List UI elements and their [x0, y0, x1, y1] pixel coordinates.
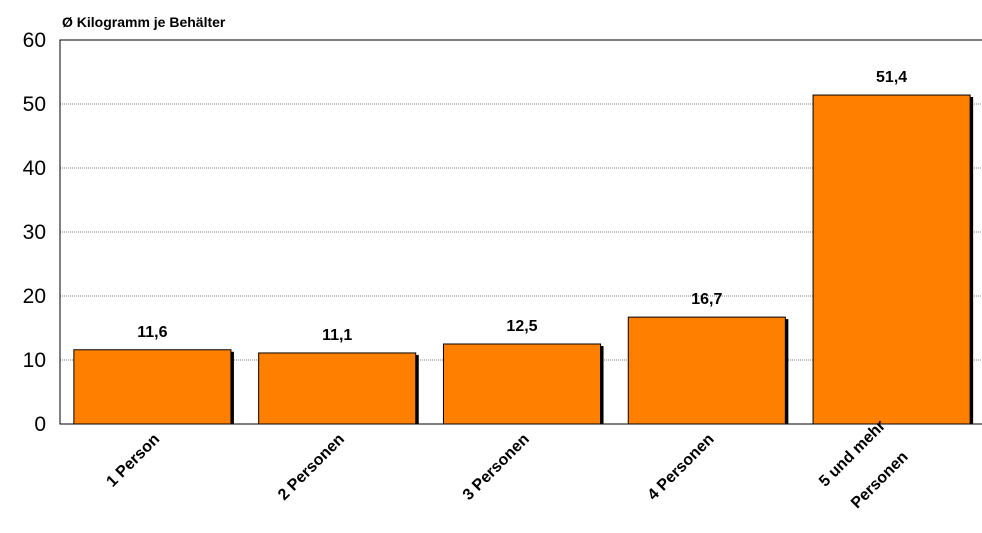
data-labels: 11,6 11,1 12,5 16,7 51,4	[137, 69, 907, 344]
data-label: 16,7	[691, 291, 722, 308]
data-label: 11,6	[137, 324, 167, 341]
bars	[73, 94, 974, 425]
bar	[812, 94, 971, 425]
data-label: 12,5	[506, 318, 537, 335]
bar	[73, 349, 232, 425]
category-label-line: 3 Personen	[460, 431, 533, 504]
category-label-line: 4 Personen	[645, 431, 718, 504]
bar	[442, 343, 602, 425]
y-tick-label: 60	[23, 29, 46, 52]
y-tick-label: 30	[23, 221, 46, 244]
data-label: 11,1	[322, 327, 352, 344]
y-tick-label: 40	[23, 157, 46, 180]
y-tick-label: 0	[34, 413, 46, 436]
category-label-line: 1 Person	[103, 431, 163, 491]
plot-area-frame	[59, 39, 982, 425]
y-tick-label: 10	[23, 349, 46, 372]
category-label: 3 Personen	[460, 431, 533, 504]
category-label: 4 Personen	[645, 431, 718, 504]
data-label: 51,4	[876, 69, 907, 86]
category-label-line: 2 Personen	[275, 431, 348, 504]
category-label: 1 Person	[103, 431, 163, 491]
y-tick-label: 20	[23, 285, 46, 308]
bar	[258, 352, 417, 425]
category-label: 2 Personen	[275, 431, 348, 504]
y-axis-label: Ø Kilogramm je Behälter	[62, 14, 226, 30]
bar	[627, 316, 786, 425]
y-tick-label: 50	[23, 93, 46, 116]
y-tick-labels: 0 10 20 30 40 50 60	[23, 29, 46, 436]
category-labels: 1 Person 2 Personen 3 Personen 4 Personen 5 …	[103, 417, 912, 512]
